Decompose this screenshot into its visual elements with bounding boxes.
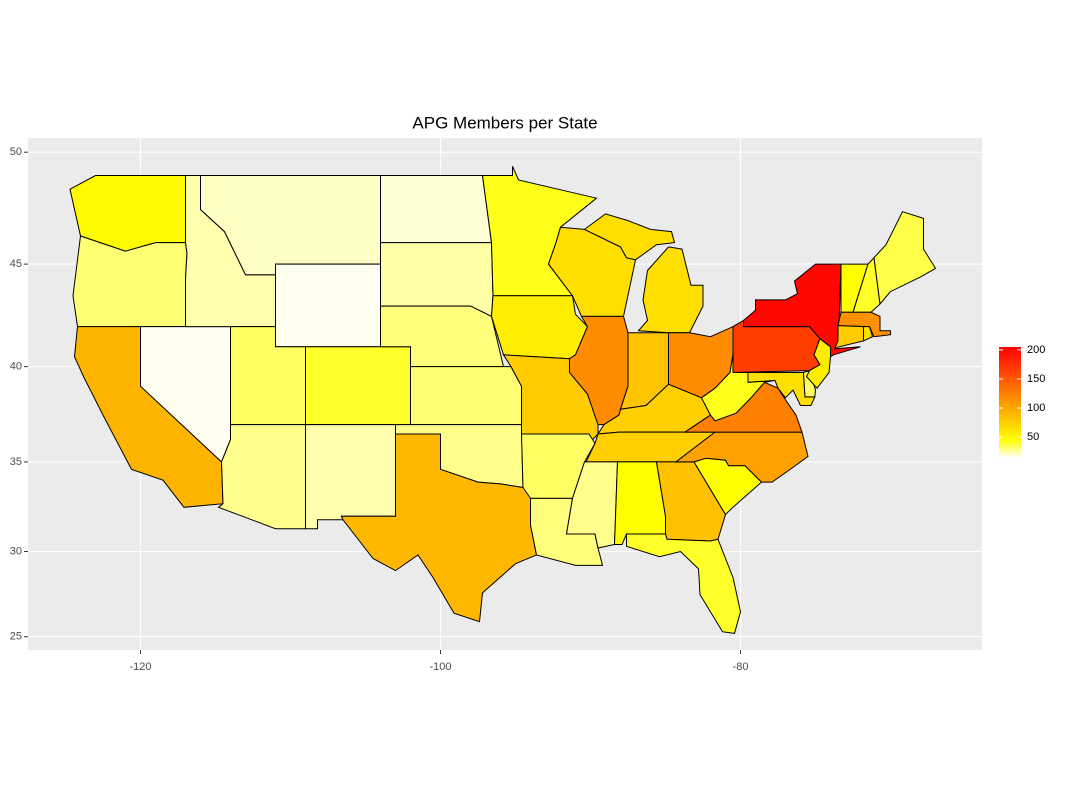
legend-tick-label: 50 — [1027, 431, 1039, 443]
y-tick-label: 50 — [10, 146, 22, 158]
chart-title: APG Members per State — [412, 113, 597, 132]
state — [565, 461, 619, 549]
state — [380, 242, 494, 318]
y-tick-label: 35 — [10, 456, 22, 468]
state — [305, 346, 411, 426]
x-tick-label: -80 — [733, 661, 749, 673]
legend-tick-label: 150 — [1027, 373, 1045, 385]
y-tick-label: 25 — [10, 631, 22, 643]
legend-colorbar — [999, 347, 1021, 458]
y-tick-label: 30 — [10, 545, 22, 557]
state — [613, 461, 666, 545]
state — [732, 319, 821, 374]
state — [490, 295, 589, 360]
x-tick-label: -100 — [429, 661, 451, 673]
state — [852, 256, 881, 313]
y-tick-label: 45 — [10, 258, 22, 270]
state — [410, 366, 522, 426]
state — [863, 326, 874, 342]
legend-tick-label: 100 — [1027, 402, 1045, 414]
y-tick-label: 40 — [10, 361, 22, 373]
state — [873, 211, 937, 306]
state — [626, 533, 742, 634]
state — [743, 263, 861, 358]
state — [275, 263, 381, 348]
state — [72, 235, 188, 328]
legend-tick-label: 200 — [1027, 344, 1045, 356]
state — [340, 433, 538, 623]
state — [305, 424, 396, 530]
x-tick-label: -120 — [129, 661, 151, 673]
state — [834, 325, 864, 349]
state — [380, 175, 493, 244]
